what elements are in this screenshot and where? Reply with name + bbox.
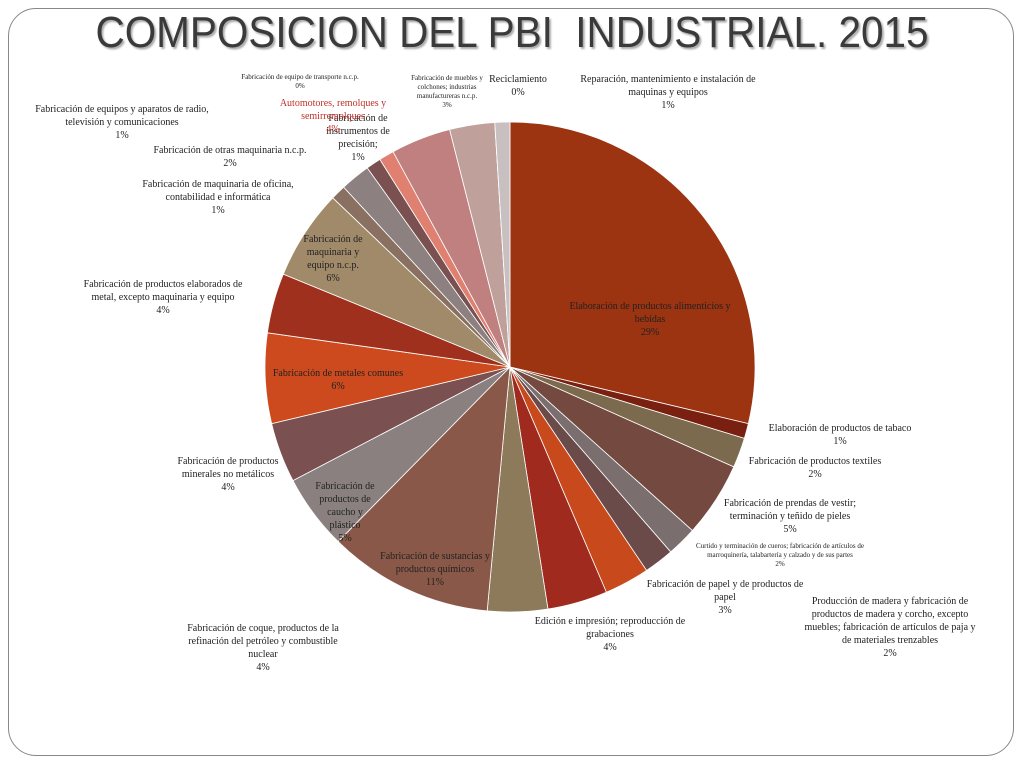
value-label: 1% <box>351 152 365 163</box>
category-label: Fabricación de maquinaria de oficina, co… <box>142 179 294 203</box>
value-label: 3% <box>442 101 452 109</box>
value-label: 0% <box>511 87 525 98</box>
slice-label: Edición e impresión; reproducción de gra… <box>530 615 690 654</box>
value-label: 2% <box>808 469 822 480</box>
value-label: 2% <box>223 158 237 169</box>
slice-label: Fabricación de maquinaria de oficina, co… <box>133 178 303 217</box>
slice-label: Fabricación de productos elaborados de m… <box>78 278 248 317</box>
category-label: Reparación, mantenimiento e instalación … <box>580 74 756 98</box>
category-label: Fabricación de equipos y aparatos de rad… <box>35 104 209 128</box>
slice-label: Fabricación de prendas de vestir; termin… <box>715 497 865 536</box>
category-label: Automotores, remolques y semirremolques <box>279 98 387 122</box>
slice-label: Fabricación de otras maquinaria n.c.p. 2% <box>145 144 315 170</box>
slice-label: Reparación, mantenimiento e instalación … <box>573 73 763 112</box>
slice-label: Fabricación de productos minerales no me… <box>163 455 293 494</box>
value-label: 1% <box>661 100 675 111</box>
value-label: 1% <box>211 205 225 216</box>
value-label: 11% <box>426 577 444 588</box>
value-label: 4% <box>256 662 270 673</box>
slice-label: Fabricación de maquinaria y equipo n.c.p… <box>293 233 373 285</box>
category-label: Reciclamiento <box>489 74 547 85</box>
category-label: Curtido y terminación de cueros; fabrica… <box>696 542 864 559</box>
value-label: 2% <box>775 560 785 568</box>
slide <box>8 8 1014 756</box>
value-label: 29% <box>640 327 660 338</box>
slice-label: Fabricación de muebles y colchones; indu… <box>402 74 492 110</box>
slice-label: Elaboración de productos de tabaco 1% <box>760 422 920 448</box>
slice-label: Automotores, remolques y semirremolques 4… <box>273 97 393 136</box>
category-label: Elaboración de productos alimenticios y … <box>569 301 731 325</box>
value-label: 4% <box>326 124 340 135</box>
slice-label: Fabricación de productos de caucho y plá… <box>315 480 375 545</box>
category-label: Fabricación de prendas de vestir; termin… <box>723 498 857 522</box>
category-label: Fabricación de muebles y colchones; indu… <box>411 74 483 100</box>
slice-label: Elaboración de productos alimenticios y … <box>560 300 740 339</box>
category-label: Fabricación de instrumentos de precisión… <box>326 113 390 150</box>
category-label: Fabricación de productos elaborados de m… <box>83 279 243 303</box>
slice-label: Fabricación de instrumentos de precisión… <box>318 112 398 164</box>
pie-slice <box>337 365 511 612</box>
value-label: 6% <box>331 381 345 392</box>
value-label: 6% <box>326 273 340 284</box>
value-label: 3% <box>718 605 732 616</box>
category-label: Fabricación de papel y de productos de p… <box>646 579 804 603</box>
pie-slice <box>494 121 511 368</box>
value-label: 4% <box>221 482 235 493</box>
category-label: Fabricación de productos de caucho y plá… <box>315 481 375 531</box>
slice-label: Fabricación de metales comunes 6% <box>268 367 408 393</box>
category-label: Edición e impresión; reproducción de gra… <box>534 616 686 640</box>
value-label: 2% <box>883 648 897 659</box>
category-label: Fabricación de coque, productos de la re… <box>187 623 339 660</box>
category-label: Fabricación de productos minerales no me… <box>177 456 279 480</box>
category-label: Fabricación de maquinaria y equipo n.c.p… <box>303 234 363 271</box>
slice-label: Fabricación de papel y de productos de p… <box>640 578 810 617</box>
value-label: 5% <box>338 533 352 544</box>
slice-label: Producción de madera y fabricación de pr… <box>800 595 980 660</box>
slice-label: Curtido y terminación de cueros; fabrica… <box>685 542 875 569</box>
category-label: Fabricación de otras maquinaria n.c.p. <box>153 145 307 156</box>
value-label: 0% <box>295 82 305 90</box>
category-label: Fabricación de productos textiles <box>748 456 882 467</box>
slice-label: Fabricación de productos textiles 2% <box>740 455 890 481</box>
value-label: 1% <box>115 130 129 141</box>
value-label: 5% <box>783 524 797 535</box>
value-label: 1% <box>833 436 847 447</box>
category-label: Producción de madera y fabricación de pr… <box>804 596 976 646</box>
value-label: 4% <box>156 305 170 316</box>
pie-slice <box>509 121 756 425</box>
category-label: Fabricación de equipo de transporte n.c.… <box>241 73 359 81</box>
slice-label: Reciclamiento 0% <box>483 73 553 99</box>
chart-title: COMPOSICION DEL PBI INDUSTRIAL. 2015 <box>95 8 929 57</box>
slice-label: Fabricación de coque, productos de la re… <box>178 622 348 674</box>
category-label: Fabricación de metales comunes <box>272 368 404 379</box>
slice-label: Fabricación de equipos y aparatos de rad… <box>32 103 212 142</box>
slice-label: Fabricación de equipo de transporte n.c.… <box>225 73 375 91</box>
slice-label: Fabricación de sustancias y productos qu… <box>370 550 500 589</box>
category-label: Elaboración de productos de tabaco <box>768 423 912 434</box>
category-label: Fabricación de sustancias y productos qu… <box>380 551 490 575</box>
value-label: 4% <box>603 642 617 653</box>
